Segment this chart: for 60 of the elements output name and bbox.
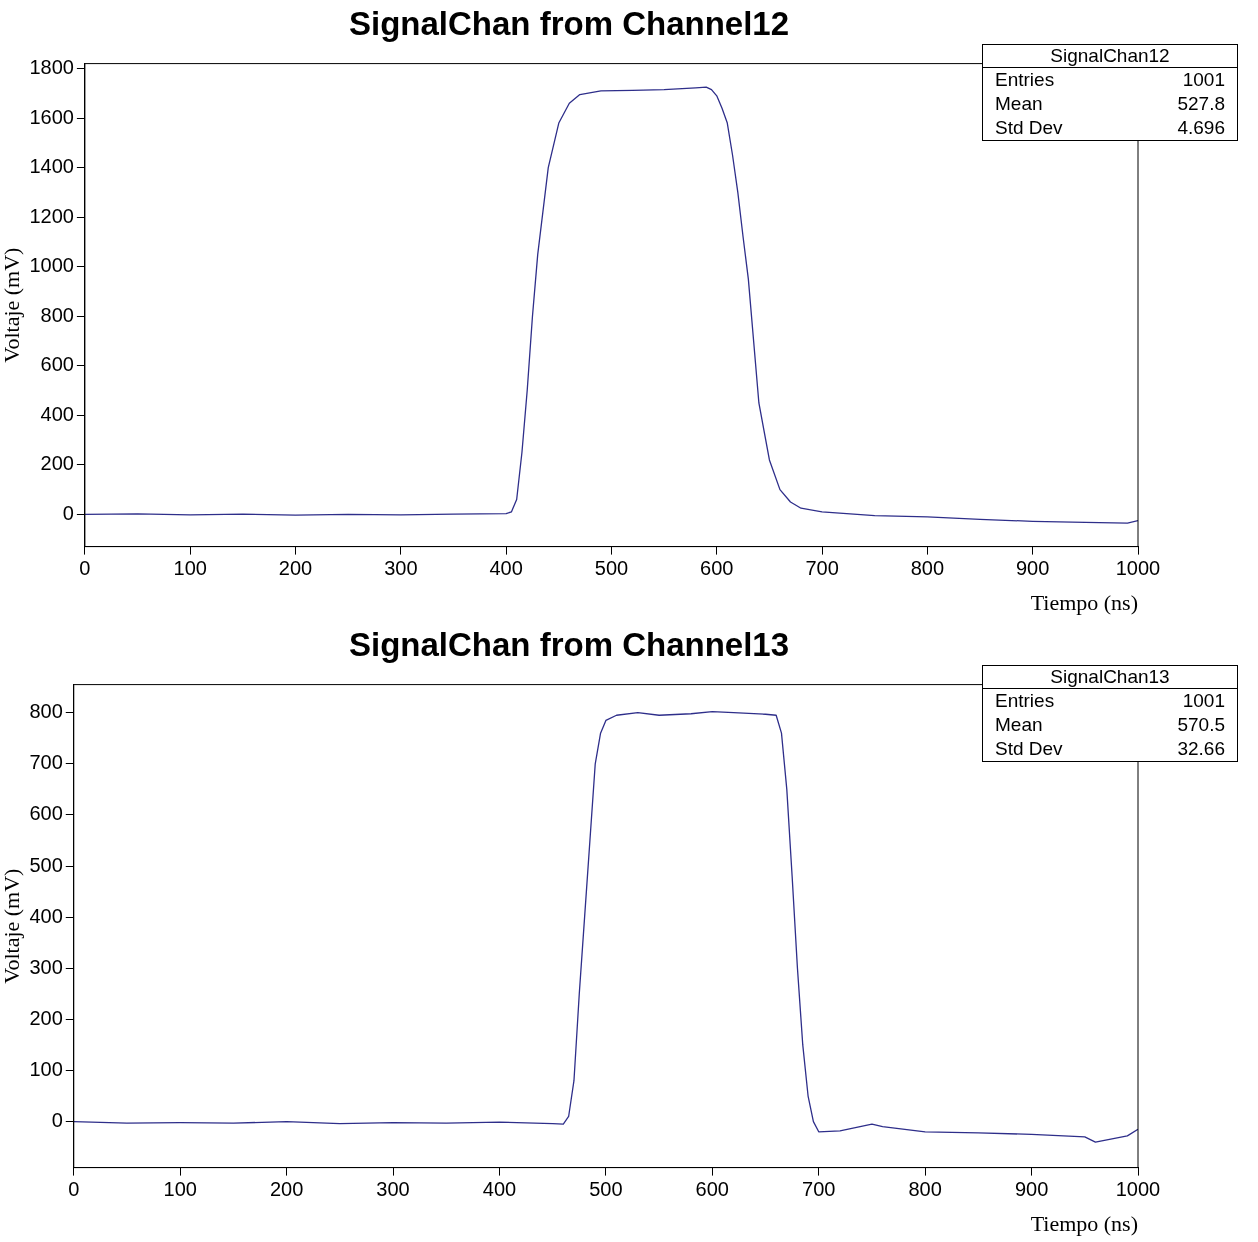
y-tick-label: 1600 (29, 105, 74, 128)
y-tick-label: 0 (62, 501, 74, 524)
x-tick-label: 300 (376, 1178, 410, 1201)
x-tick-label: 0 (79, 557, 91, 580)
annotation: Std Dev (995, 737, 1063, 761)
y-tick-label: 700 (29, 751, 63, 774)
y-axis-title: Voltaje (mV) (0, 247, 24, 363)
x-tick-label: 500 (594, 557, 629, 580)
text: 570.5 (1177, 713, 1225, 737)
y-tick-label: 600 (29, 802, 63, 825)
x-tick-label: 200 (269, 1178, 304, 1201)
y-tick-label: 100 (29, 1058, 63, 1080)
chart-title: SignalChan from Channel12 (348, 4, 790, 42)
annotation: Entries (995, 689, 1055, 713)
y-tick-label: 800 (29, 700, 63, 723)
annotation: SignalChan12 (983, 45, 1237, 68)
x-tick-label: 400 (489, 557, 523, 580)
y-tick-label: 1200 (29, 204, 74, 227)
x-axis-title: Tiempo (ns) (1030, 589, 1138, 615)
y-axis-title: Voltaje (mV) (0, 868, 24, 984)
x-tick-label: 700 (802, 1178, 836, 1201)
y-tick-label: 800 (40, 303, 74, 326)
text: 1001 (1182, 689, 1225, 713)
annotation: Mean (995, 713, 1043, 737)
y-tick-label: 1800 (29, 56, 74, 79)
x-tick-label: 500 (589, 1178, 623, 1201)
text: 527.8 (1177, 92, 1225, 116)
y-tick-label: 0 (51, 1109, 63, 1132)
text: 32.66 (1177, 737, 1225, 761)
x-axis-title: Tiempo (ns) (1030, 1210, 1138, 1236)
y-tick-label: 200 (40, 452, 74, 475)
x-tick-label: 900 (1016, 557, 1050, 580)
chart-title: SignalChan from Channel13 (348, 625, 790, 663)
x-tick-label: 100 (163, 1178, 197, 1201)
y-tick-label: 300 (29, 955, 63, 978)
x-tick-label: 600 (695, 1178, 729, 1201)
annotation: Entries (995, 68, 1055, 92)
x-tick-label: 200 (278, 557, 313, 580)
y-tick-label: 500 (29, 853, 63, 876)
x-tick-label: 600 (700, 557, 734, 580)
x-tick-label: 400 (482, 1178, 517, 1201)
y-tick-label: 400 (40, 402, 74, 425)
y-tick-label: 400 (29, 904, 63, 927)
annotation: SignalChan13 (983, 666, 1237, 689)
x-tick-label: 100 (173, 557, 207, 580)
y-tick-label: 600 (40, 353, 74, 376)
y-tick-label: 1400 (29, 155, 74, 178)
x-tick-label: 900 (1014, 1178, 1049, 1201)
annotation: Mean (995, 92, 1043, 116)
text: 4.696 (1177, 116, 1225, 140)
x-tick-label: 1000 (1115, 557, 1161, 580)
x-tick-label: 300 (384, 557, 418, 580)
x-tick-label: 800 (908, 1178, 942, 1201)
x-tick-label: 1000 (1115, 1178, 1161, 1201)
y-tick-label: 1000 (29, 254, 74, 277)
x-tick-label: 800 (910, 557, 945, 580)
x-tick-label: 700 (805, 557, 839, 580)
text: 1001 (1182, 68, 1225, 92)
annotation: Std Dev (995, 116, 1063, 140)
y-tick-label: 200 (29, 1006, 63, 1029)
